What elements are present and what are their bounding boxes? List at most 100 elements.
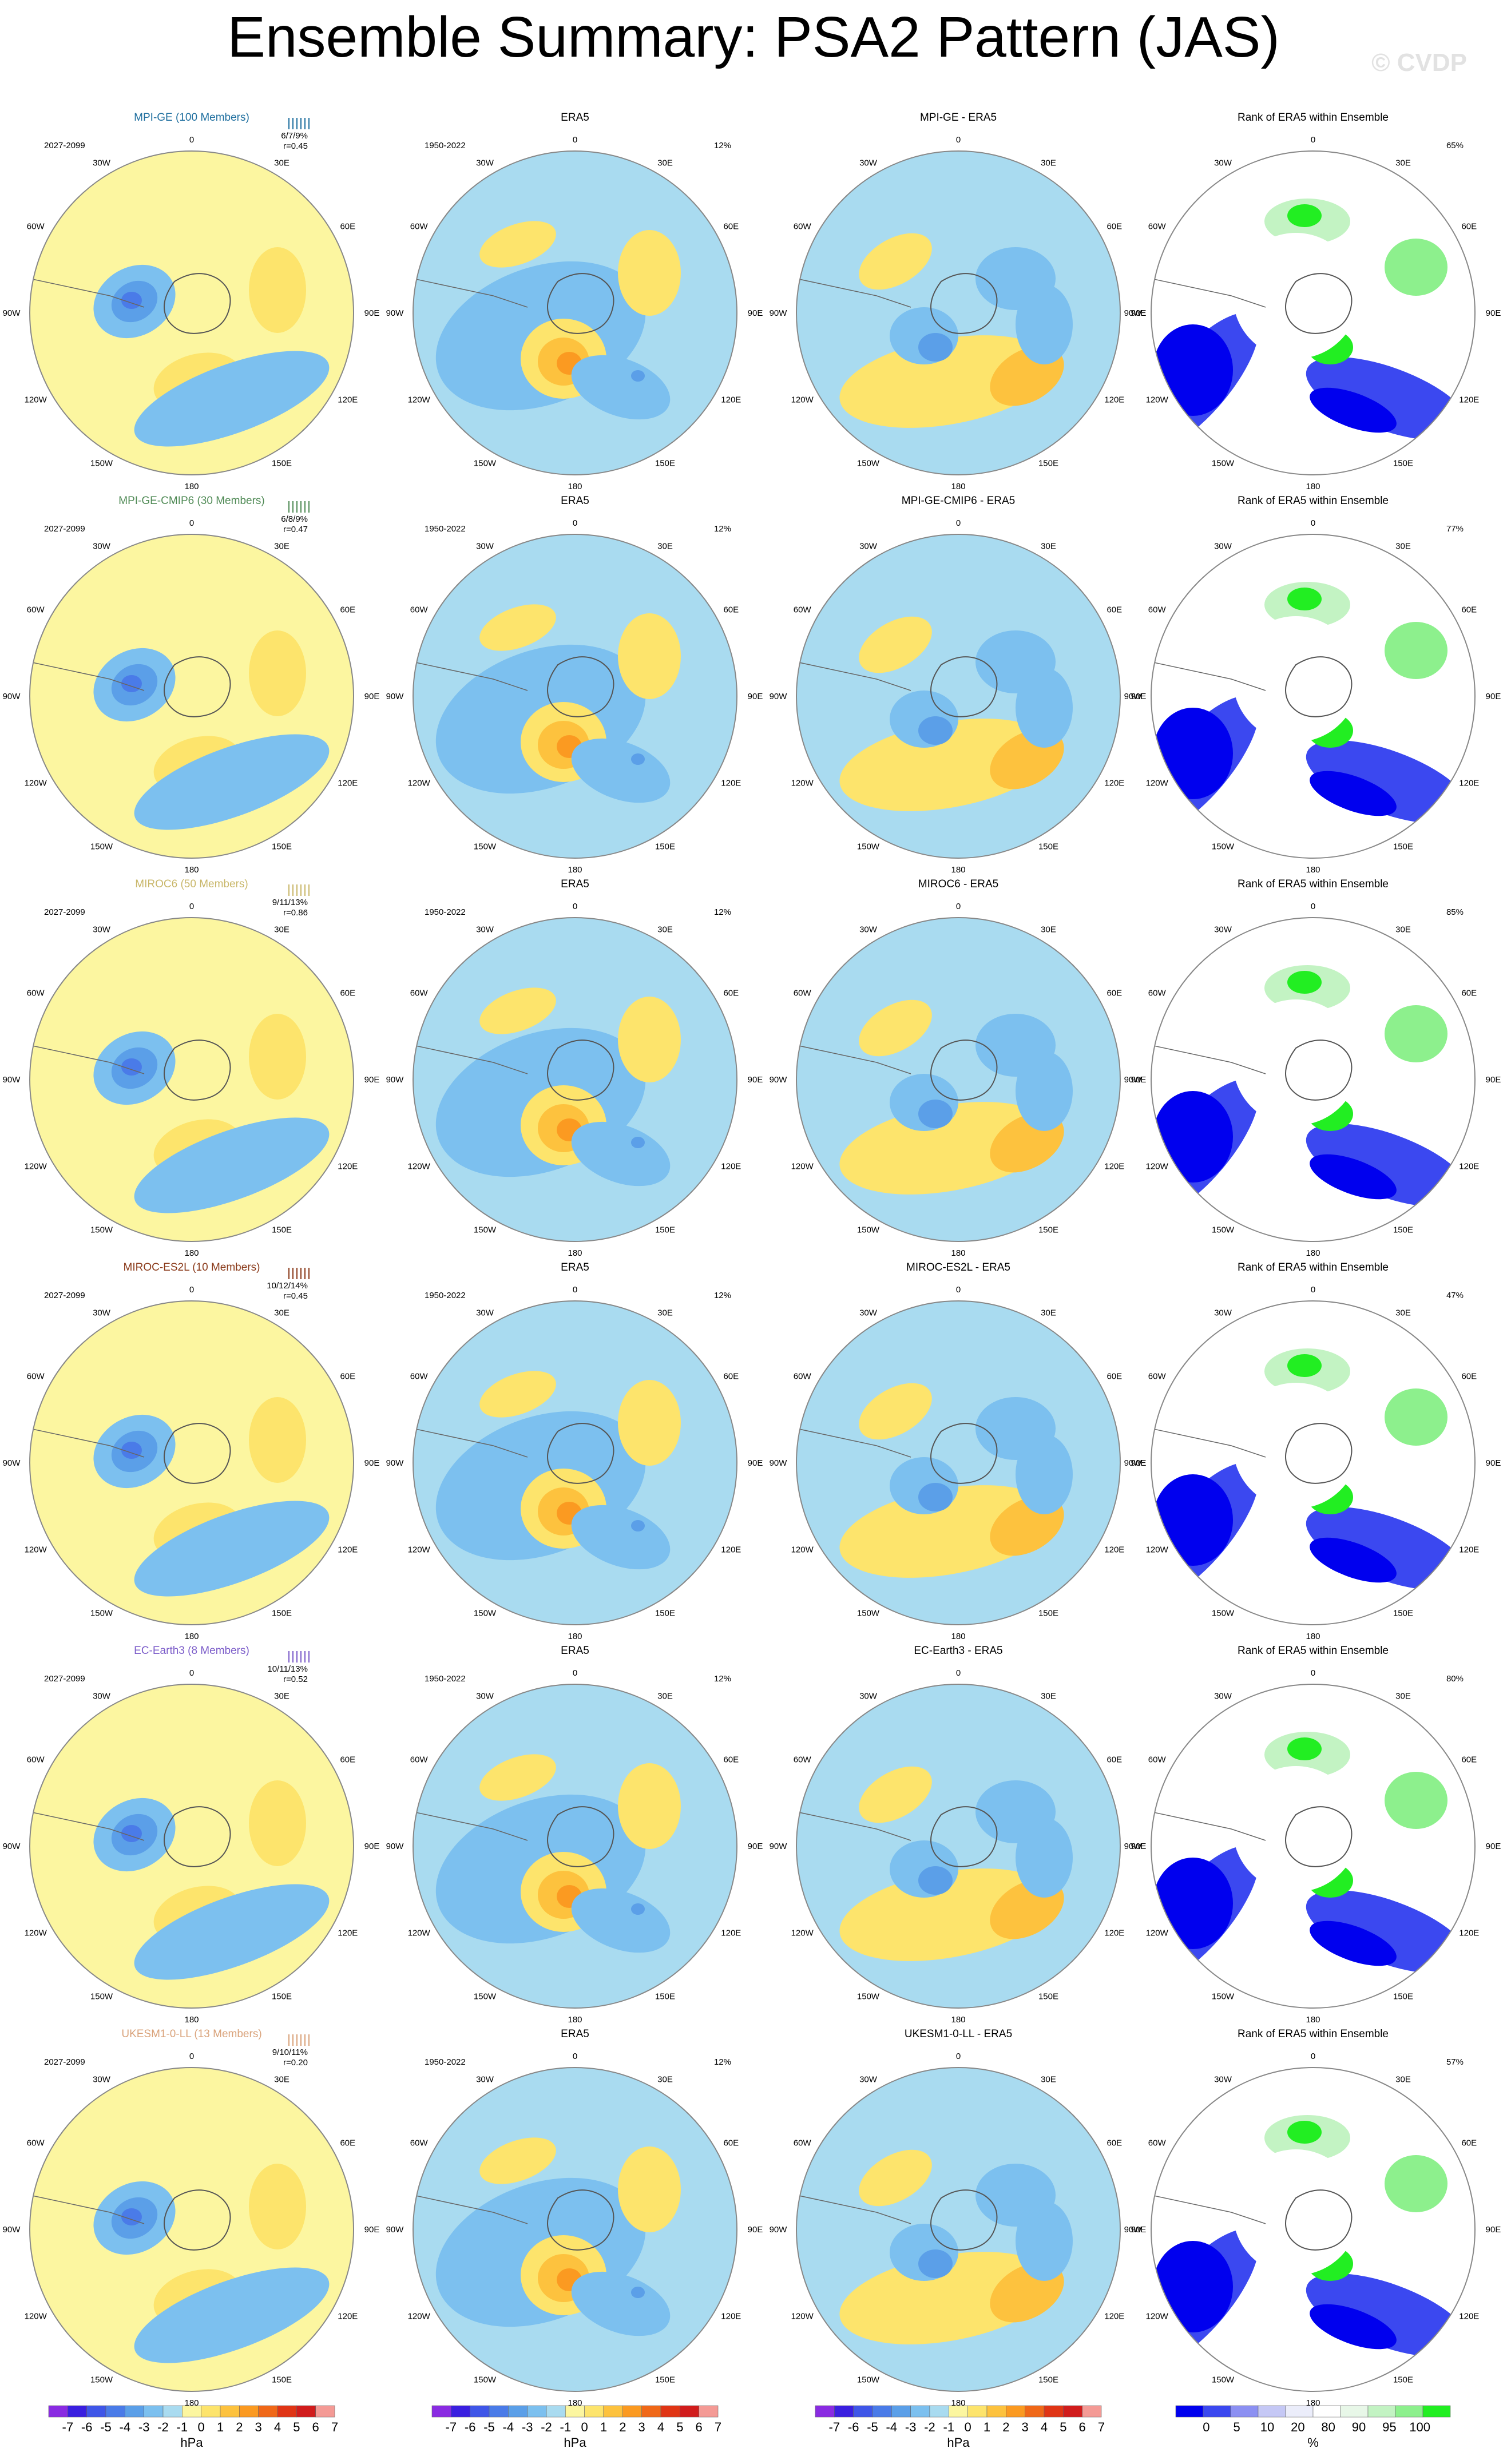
colorbar-swatch [1422,2405,1451,2418]
lon-label: 120E [338,2312,358,2322]
field-contour [1016,284,1073,364]
lon-label: 60E [1461,989,1477,998]
lon-label: 90E [364,1842,380,1851]
era5-title: ERA5 [561,1645,589,1657]
lon-label: 150E [272,1991,292,2001]
pattern-correlation: r=0.45 [283,141,308,151]
rank-title: Rank of ERA5 within Ensemble [1238,878,1389,890]
era5-title: ERA5 [561,2028,589,2040]
lon-label: 90E [748,692,763,701]
field-contour [1016,1051,1073,1131]
lon-label: 120W [25,1929,47,1938]
lon-label: 120W [408,1162,431,1172]
lon-label: 90W [386,2225,404,2235]
colorbar-tick-label: -4 [503,2420,514,2434]
colorbar-swatch [1312,2405,1341,2418]
field-contour [1233,1766,1359,1892]
lon-label: 60W [27,989,45,998]
field-contour [1306,2273,1469,2357]
map-border [413,1300,737,1625]
field-contour [918,1100,953,1128]
lon-label: 30W [476,2075,494,2085]
field-contour [479,1371,556,1418]
lon-label: 90W [1124,1075,1143,1085]
coastline [796,278,911,308]
lon-label: 150W [1212,1608,1235,1618]
field-contour [1287,588,1322,610]
colorbar-swatch [48,2405,68,2418]
difference-title: EC-Earth3 - ERA5 [914,1645,1002,1657]
field-contour [859,1383,932,1440]
difference-panel: UKESM1-0-LL - ERA5030E60E90E120E150E1801… [770,2028,1147,2408]
field-contour [479,221,556,268]
lon-label: 150W [474,458,497,468]
colorbar-swatch [201,2405,221,2418]
map-border [29,2067,354,2392]
lon-label: 60E [723,989,739,998]
colorbar-tick-label: 3 [1022,2420,1029,2434]
lon-label: 120E [338,779,358,788]
colorbar-tick-label: 3 [255,2420,262,2434]
colorbar-swatch [1082,2405,1102,2418]
colorbar-tick-label: 0 [965,2420,971,2434]
lon-label: 150E [655,842,675,851]
field-contour [1385,1005,1447,1062]
colorbar-tick-label: -2 [157,2420,169,2434]
lon-label: 150E [1038,842,1058,851]
era5-pct: 12% [714,524,731,534]
colorbar-unit: hPa [564,2435,586,2450]
colorbar-swatch [1367,2405,1396,2418]
antarctica-outline [164,656,231,717]
lon-label: 0 [956,518,961,528]
lon-label: 0 [1311,902,1315,911]
colorbar-tick-label: 7 [715,2420,721,2434]
lon-label: 120W [1146,1545,1169,1555]
lon-label: 150W [90,1991,113,2001]
lon-label: 150E [655,1225,675,1235]
lon-label: 60W [794,1372,812,1382]
lon-label: 120W [791,1545,814,1555]
map-border [413,1684,737,2009]
lon-label: 0 [189,1668,194,1678]
field-contour [479,2137,556,2184]
colorbar-swatch [68,2405,87,2418]
map-border [796,1300,1121,1625]
lon-label: 60W [794,605,812,615]
map-border [1151,150,1476,475]
colorbar-tick-label: 6 [1079,2420,1086,2434]
model-years: 2027-2099 [44,907,85,917]
lon-label: 60E [340,1755,355,1765]
rank-pct: 47% [1446,1291,1464,1300]
colorbar-tick-label: 4 [274,2420,281,2434]
colorbar-tick-label: 6 [696,2420,703,2434]
lon-label: 30W [859,1692,878,1701]
lon-label: 150W [90,1608,113,1618]
panel-row: MPI-GE-CMIP6 (30 Members) 2027-2099 6/8/9%… [3,495,1501,875]
lon-label: 90W [3,1842,21,1851]
antarctica-outline [1285,2189,1353,2251]
rank-panel: Rank of ERA5 within Ensemble 80% 0 30E 60E 90… [1124,1645,1501,2025]
lon-label: 150W [857,1225,880,1235]
lon-label: 120E [1104,1545,1124,1555]
lon-label: 180 [184,1632,199,1641]
colorbar-swatch [815,2405,835,2418]
lon-label: 30E [657,2075,673,2085]
colorbar-tick-label: 1 [983,2420,990,2434]
lon-label: 150E [1038,1608,1058,1618]
field-contour [839,2252,1054,2344]
model-panel: MPI-GE-CMIP6 (30 Members) 2027-2099 6/8/9%… [3,495,380,875]
lon-label: 60W [27,1755,45,1765]
colorbar-tick-label: -7 [446,2420,457,2434]
colorbar-swatch [508,2405,528,2418]
colorbar-tick-label: -2 [924,2420,935,2434]
lon-label: 180 [951,482,965,491]
colorbar-swatch [182,2405,201,2418]
lon-label: 90E [364,1075,380,1085]
field-contour [1016,2201,1073,2281]
lon-label: 120E [1459,2312,1479,2322]
lon-label: 0 [1311,2052,1315,2061]
field-contour [1233,1383,1359,1509]
rank-pct: 77% [1446,524,1464,534]
